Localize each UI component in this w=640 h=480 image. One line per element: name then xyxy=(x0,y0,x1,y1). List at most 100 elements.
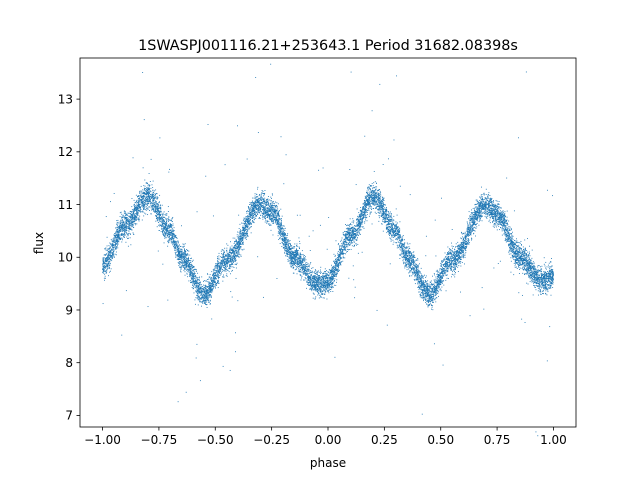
data-point xyxy=(372,192,374,194)
data-point xyxy=(406,247,408,249)
data-point xyxy=(314,277,316,279)
data-point xyxy=(263,216,265,218)
data-point xyxy=(105,265,107,267)
data-point xyxy=(470,226,472,228)
data-point xyxy=(190,265,192,266)
data-point xyxy=(391,233,393,235)
data-point xyxy=(434,284,436,286)
data-point xyxy=(199,289,201,291)
data-point xyxy=(381,202,383,204)
data-point xyxy=(260,203,262,205)
data-point xyxy=(122,221,124,223)
data-point xyxy=(170,242,172,244)
data-point xyxy=(267,209,269,211)
data-point xyxy=(114,240,116,242)
data-point xyxy=(231,249,233,251)
data-point xyxy=(548,287,550,288)
data-point xyxy=(124,221,126,223)
data-point xyxy=(213,282,215,284)
data-point xyxy=(240,243,242,245)
data-point xyxy=(208,281,210,283)
data-point xyxy=(399,239,401,241)
data-point xyxy=(388,220,390,222)
data-point xyxy=(289,251,291,253)
data-point xyxy=(183,269,185,271)
data-point xyxy=(494,218,496,220)
data-point xyxy=(514,259,516,260)
data-point xyxy=(323,277,325,279)
data-point xyxy=(120,226,122,228)
data-point xyxy=(194,281,195,283)
data-point xyxy=(522,272,524,274)
data-point xyxy=(536,279,538,281)
data-point xyxy=(189,273,191,275)
data-point xyxy=(250,206,252,208)
data-point xyxy=(205,299,206,301)
data-point xyxy=(451,261,452,263)
data-point xyxy=(215,281,216,283)
data-point xyxy=(475,227,477,229)
data-point xyxy=(367,200,369,202)
data-point xyxy=(450,263,452,265)
data-point xyxy=(182,253,184,255)
data-point xyxy=(289,245,291,247)
data-point xyxy=(417,267,419,268)
data-point xyxy=(439,273,441,274)
data-point xyxy=(434,298,436,300)
data-point xyxy=(459,260,461,262)
data-point xyxy=(493,223,495,225)
data-point xyxy=(548,284,549,286)
data-point xyxy=(148,198,150,200)
data-point xyxy=(445,260,447,262)
data-point xyxy=(335,260,336,262)
data-point xyxy=(341,247,343,249)
data-point xyxy=(110,258,112,260)
data-point xyxy=(444,252,446,254)
data-point xyxy=(325,283,327,285)
data-point xyxy=(142,167,144,169)
data-point xyxy=(294,269,296,271)
data-point xyxy=(211,281,213,283)
data-point xyxy=(161,204,163,206)
data-point xyxy=(274,208,276,210)
data-point xyxy=(155,220,157,222)
data-point xyxy=(197,283,199,285)
data-point xyxy=(445,274,447,276)
data-point xyxy=(306,262,308,263)
data-point xyxy=(445,262,447,264)
data-point xyxy=(319,286,321,288)
data-point xyxy=(383,200,385,201)
data-point xyxy=(373,208,375,210)
data-point xyxy=(144,189,146,191)
data-point xyxy=(248,220,250,222)
data-point xyxy=(146,182,148,184)
data-point xyxy=(470,229,472,231)
data-point xyxy=(265,219,266,221)
data-point xyxy=(181,261,182,263)
data-point xyxy=(251,221,253,223)
data-point xyxy=(284,252,286,254)
data-point xyxy=(497,210,499,212)
data-point xyxy=(489,209,490,210)
data-point xyxy=(290,250,292,252)
data-point xyxy=(109,252,111,254)
data-point xyxy=(162,214,164,216)
data-point xyxy=(106,257,108,259)
data-point xyxy=(446,274,448,276)
data-point xyxy=(152,199,154,201)
data-point xyxy=(431,285,433,287)
data-point xyxy=(451,229,453,230)
data-point xyxy=(431,284,433,286)
data-point xyxy=(383,207,385,209)
data-point xyxy=(515,245,517,246)
data-point xyxy=(470,225,472,227)
data-point xyxy=(145,203,147,205)
data-point xyxy=(160,225,162,226)
data-point xyxy=(226,251,228,253)
data-point xyxy=(512,238,514,240)
data-point xyxy=(476,207,478,209)
data-point xyxy=(473,232,475,234)
data-point xyxy=(514,252,516,254)
data-point xyxy=(437,288,439,290)
data-point xyxy=(412,272,414,274)
